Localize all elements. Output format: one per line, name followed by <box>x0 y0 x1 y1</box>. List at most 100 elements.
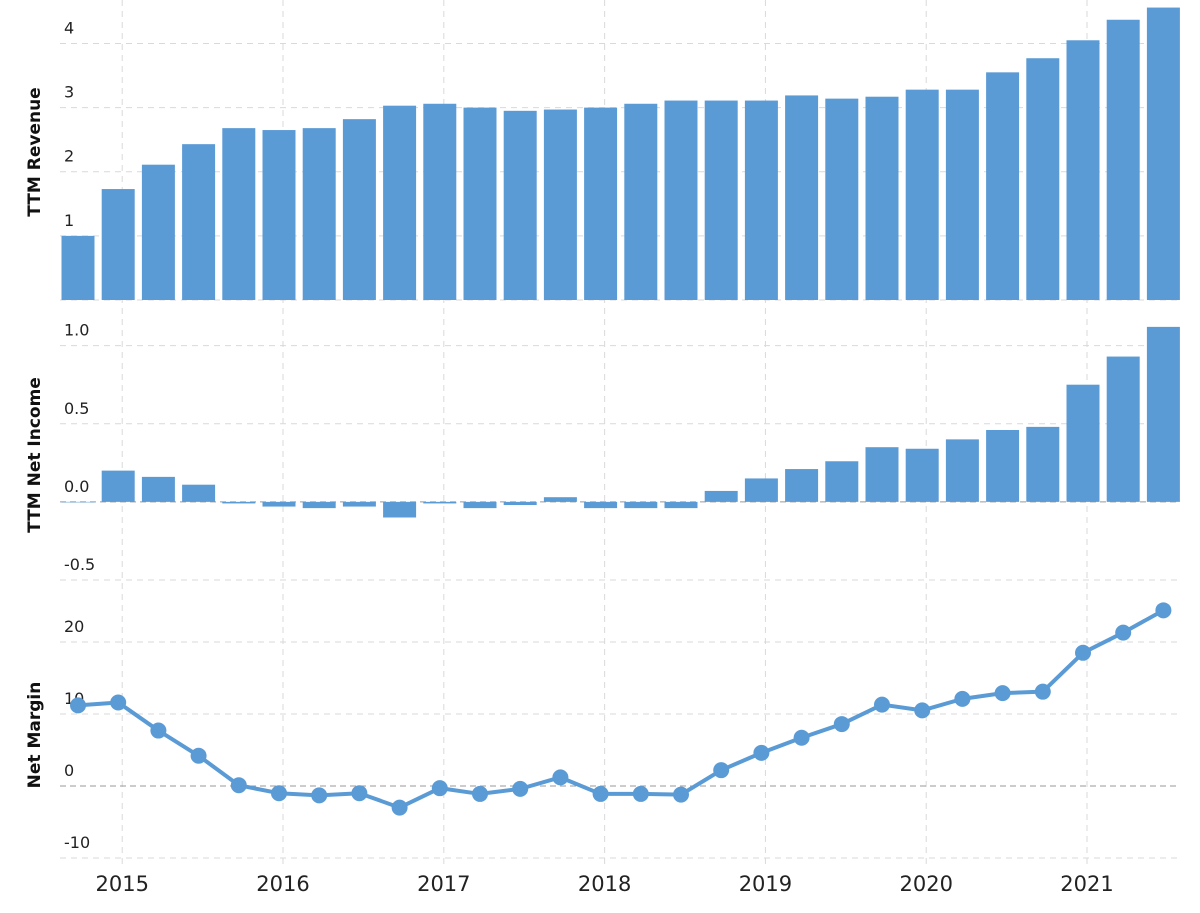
net-income-bar <box>825 461 859 502</box>
x-tick-label: 2018 <box>578 872 631 896</box>
net-margin-point <box>833 716 850 733</box>
net-margin-point <box>874 696 890 713</box>
net-margin-point <box>632 785 649 802</box>
net-margin-point <box>994 685 1011 702</box>
net-income-bar <box>704 490 738 502</box>
net-margin-point <box>1034 683 1051 700</box>
revenue-tick-label: 3 <box>64 83 74 102</box>
net-income-bar <box>865 447 899 502</box>
net-margin-point <box>311 787 328 804</box>
revenue-bar <box>825 98 859 300</box>
net-margin-point <box>190 747 207 764</box>
revenue-bar <box>342 119 376 300</box>
net-margin-point <box>512 780 529 797</box>
revenue-axis-label: TTM Revenue <box>25 87 45 216</box>
x-tick-label: 2021 <box>1060 872 1113 896</box>
revenue-bar <box>503 110 537 300</box>
net-margin-point <box>391 799 408 816</box>
net-margin-point <box>110 694 127 711</box>
revenue-bar <box>543 109 577 300</box>
revenue-bar <box>101 189 135 300</box>
revenue-bar <box>383 105 417 300</box>
net-income-bar <box>624 501 658 509</box>
net-income-bar <box>383 501 417 518</box>
net-income-bar <box>222 501 256 504</box>
net-income-axis-label: TTM Net Income <box>25 377 45 533</box>
revenue-bar <box>302 128 336 300</box>
net-income-tick-label: 0.5 <box>64 399 89 418</box>
net-income-tick-label: 0.0 <box>64 477 89 496</box>
net-margin-point <box>351 785 368 802</box>
net-margin-point <box>914 702 931 719</box>
net-income-tick-label: -0.5 <box>64 555 95 574</box>
net-income-bar <box>1066 384 1100 502</box>
net-margin-point <box>1115 624 1132 641</box>
net-income-tick-label: 1.0 <box>64 321 89 340</box>
net-margin-tick-label: 20 <box>64 617 84 636</box>
net-income-bar <box>584 501 618 509</box>
revenue-bar <box>584 107 618 300</box>
net-margin-point <box>552 769 569 786</box>
x-tick-label: 2017 <box>417 872 470 896</box>
x-tick-label: 2016 <box>256 872 309 896</box>
revenue-bar <box>1146 7 1180 301</box>
net-margin-point <box>230 777 247 794</box>
net-income-bar <box>664 501 698 509</box>
net-margin-point <box>271 785 287 802</box>
revenue-bar <box>986 72 1020 300</box>
net-income-bar <box>543 497 577 502</box>
net-margin-point <box>753 744 770 761</box>
revenue-bar <box>704 100 738 300</box>
net-income-bar <box>744 478 778 502</box>
net-income-bar <box>262 501 296 507</box>
revenue-tick-label: 2 <box>64 147 74 166</box>
revenue-bar <box>785 95 819 300</box>
x-tick-label: 2019 <box>739 872 792 896</box>
net-margin-axis-label: Net Margin <box>25 682 45 789</box>
net-income-bar <box>905 448 939 502</box>
net-margin-point <box>431 780 448 797</box>
net-income-bar <box>423 501 457 504</box>
net-margin-point <box>472 785 488 802</box>
net-margin-point <box>592 785 609 802</box>
net-margin-point <box>1155 602 1172 619</box>
net-income-bar <box>141 476 175 502</box>
net-margin-point <box>150 722 167 739</box>
net-income-bar <box>101 470 135 502</box>
net-income-bar <box>302 501 336 509</box>
net-margin-tick-label: -10 <box>64 833 90 852</box>
net-income-bar <box>785 469 819 502</box>
net-income-panel: TTM Net Income -0.5 0.0 0.5 1.0 <box>25 321 1180 574</box>
revenue-bar <box>945 89 979 300</box>
revenue-bar <box>61 235 95 300</box>
x-tick-label: 2015 <box>95 872 148 896</box>
revenue-bar <box>423 103 457 301</box>
net-margin-point <box>673 786 689 803</box>
revenue-bar <box>624 103 658 301</box>
net-income-bar <box>503 501 537 505</box>
revenue-bar <box>222 128 256 300</box>
revenue-tick-label: 4 <box>64 18 74 37</box>
x-axis: 2015 2016 2017 2018 2019 2020 2021 <box>95 872 1113 896</box>
revenue-panel: TTM Revenue 01234 <box>25 7 1180 301</box>
net-income-bar <box>1146 326 1180 502</box>
net-income-bar <box>61 501 95 503</box>
revenue-bar <box>664 100 698 300</box>
net-margin-point <box>1075 644 1091 661</box>
net-margin-point <box>70 697 86 714</box>
revenue-bar <box>1106 19 1140 300</box>
revenue-bar <box>744 100 778 300</box>
revenue-bar <box>262 130 296 300</box>
net-income-bar <box>986 430 1020 502</box>
net-income-bar <box>342 501 376 507</box>
net-margin-line <box>77 608 1165 810</box>
net-margin-point <box>793 729 810 746</box>
revenue-tick-label: 1 <box>64 211 74 230</box>
net-margin-point <box>713 762 730 779</box>
revenue-bar <box>182 144 216 300</box>
net-income-bar <box>945 439 979 502</box>
net-margin-point <box>954 690 971 707</box>
net-income-bar <box>463 501 497 509</box>
net-margin-panel: Net Margin -1001020 <box>25 602 1172 852</box>
